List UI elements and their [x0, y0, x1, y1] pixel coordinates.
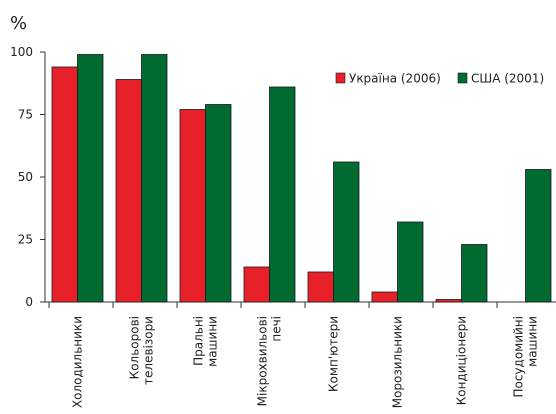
- bar-series-1-cat-0: [77, 54, 104, 303]
- category-label-line: Мікрохвильові: [256, 316, 270, 406]
- bar-series-1-cat-1: [141, 54, 168, 303]
- y-tick-label: 100: [10, 45, 33, 59]
- bar-series-1-cat-3: [269, 86, 296, 303]
- bar-series-1-cat-2: [205, 104, 232, 303]
- category-label-line: телевізори: [142, 316, 156, 385]
- category-label-line: Кольорові: [128, 316, 142, 379]
- bar-series-1-cat-7: [525, 169, 552, 303]
- legend-label-1: США (2001): [471, 72, 544, 86]
- legend-label-0: Україна (2006): [349, 72, 441, 86]
- category-label-line: машини: [206, 316, 220, 367]
- bar-series-0-cat-0: [51, 66, 78, 303]
- bar-series-0-cat-2: [179, 109, 206, 303]
- category-label-line: машини: [526, 316, 540, 367]
- category-label-2: Пральні машини: [192, 316, 220, 367]
- bar-series-1-cat-6: [461, 244, 488, 303]
- category-labels: Холодильники Кольорові телевізори Пральні ма…: [71, 316, 540, 408]
- category-label-5: Морозильники: [391, 316, 405, 408]
- bar-series-0-cat-4: [307, 271, 334, 303]
- category-label-line: Посудомийні: [512, 316, 526, 398]
- y-tick-label: 0: [25, 295, 33, 309]
- category-label-7: Посудомийні машини: [512, 316, 540, 398]
- y-tick-label: 25: [18, 233, 33, 247]
- bar-series-1-cat-4: [333, 161, 360, 303]
- bar-series-0-cat-6: [435, 299, 462, 303]
- y-axis-unit: %: [10, 13, 27, 34]
- y-tick-label: 50: [18, 170, 33, 184]
- category-label-line: Морозильники: [391, 316, 405, 408]
- category-label-line: печі: [270, 316, 284, 342]
- category-label-line: Холодильники: [71, 316, 85, 408]
- category-label-1: Кольорові телевізори: [128, 316, 156, 385]
- category-label-line: Комп'ютери: [327, 316, 341, 392]
- category-label-6: Кондиціонери: [455, 316, 469, 405]
- category-label-0: Холодильники: [71, 316, 85, 408]
- category-label-4: Комп'ютери: [327, 316, 341, 392]
- bar-series-0-cat-5: [371, 291, 398, 303]
- category-label-line: Пральні: [192, 316, 206, 366]
- legend: Україна (2006) США (2001): [335, 72, 544, 86]
- bar-series-0-cat-3: [243, 266, 270, 303]
- category-label-line: Кондиціонери: [455, 316, 469, 405]
- bars: [51, 54, 552, 303]
- y-tick-label: 75: [18, 108, 33, 122]
- bar-series-0-cat-1: [115, 79, 142, 303]
- category-label-3: Мікрохвильові печі: [256, 316, 284, 406]
- legend-swatch-0: [335, 72, 346, 84]
- legend-swatch-1: [457, 72, 468, 84]
- bar-series-1-cat-5: [397, 221, 424, 303]
